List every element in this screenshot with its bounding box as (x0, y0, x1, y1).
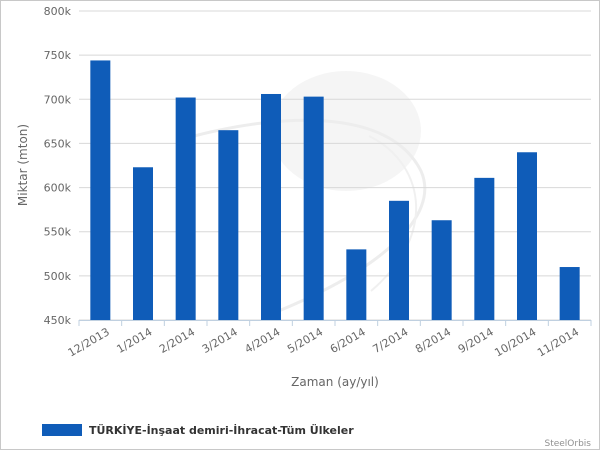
bar[interactable] (133, 167, 153, 320)
x-axis-ticks: 12/2013 1/2014 2/2014 3/2014 4/2014 5/2014 6/2… (66, 320, 592, 359)
x-tick-label: 9/2014 (456, 325, 496, 356)
legend[interactable]: TÜRKİYE-İnşaat demiri-İhracat-Tüm Ülkele… (42, 423, 354, 437)
y-tick-label: 650k (44, 137, 72, 150)
bar[interactable] (346, 249, 367, 320)
x-tick-label: 10/2014 (492, 325, 538, 359)
bar[interactable] (474, 177, 495, 320)
y-tick-label: 500k (44, 270, 72, 283)
credit-text: SteelOrbis (544, 439, 591, 449)
y-tick-label: 800k (44, 5, 72, 18)
bar[interactable] (389, 200, 409, 320)
y-tick-label: 700k (44, 93, 72, 106)
bar-series (90, 60, 580, 321)
x-tick-label: 6/2014 (328, 325, 368, 356)
bar[interactable] (90, 60, 111, 320)
bar[interactable] (261, 93, 281, 320)
x-tick-label: 7/2014 (370, 325, 410, 356)
x-tick-label: 2/2014 (157, 325, 197, 356)
x-tick-label: 1/2014 (114, 325, 154, 356)
x-tick-label: 3/2014 (200, 325, 240, 356)
bar[interactable] (218, 130, 239, 320)
legend-label: TÜRKİYE-İnşaat demiri-İhracat-Tüm Ülkele… (89, 423, 354, 437)
x-tick-label: 4/2014 (242, 325, 282, 356)
y-tick-label: 450k (44, 314, 72, 327)
bar[interactable] (431, 220, 452, 320)
x-tick-label: 12/2013 (66, 325, 112, 359)
x-tick-label: 5/2014 (285, 325, 325, 356)
bar[interactable] (559, 267, 580, 320)
y-tick-label: 750k (44, 49, 72, 62)
x-tick-label: 8/2014 (413, 325, 453, 356)
bar[interactable] (303, 96, 324, 320)
bar[interactable] (517, 152, 537, 320)
y-axis-ticks: 450k 500k 550k 600k 650k 700k 750k 800k (44, 5, 72, 327)
y-axis-label: Miktar (mton) (16, 124, 30, 206)
y-tick-label: 550k (44, 226, 72, 239)
x-axis-label: Zaman (ay/yıl) (291, 375, 379, 389)
y-tick-label: 600k (44, 182, 72, 195)
x-tick-label: 11/2014 (535, 325, 581, 359)
legend-swatch (42, 424, 82, 436)
bar[interactable] (175, 97, 196, 321)
